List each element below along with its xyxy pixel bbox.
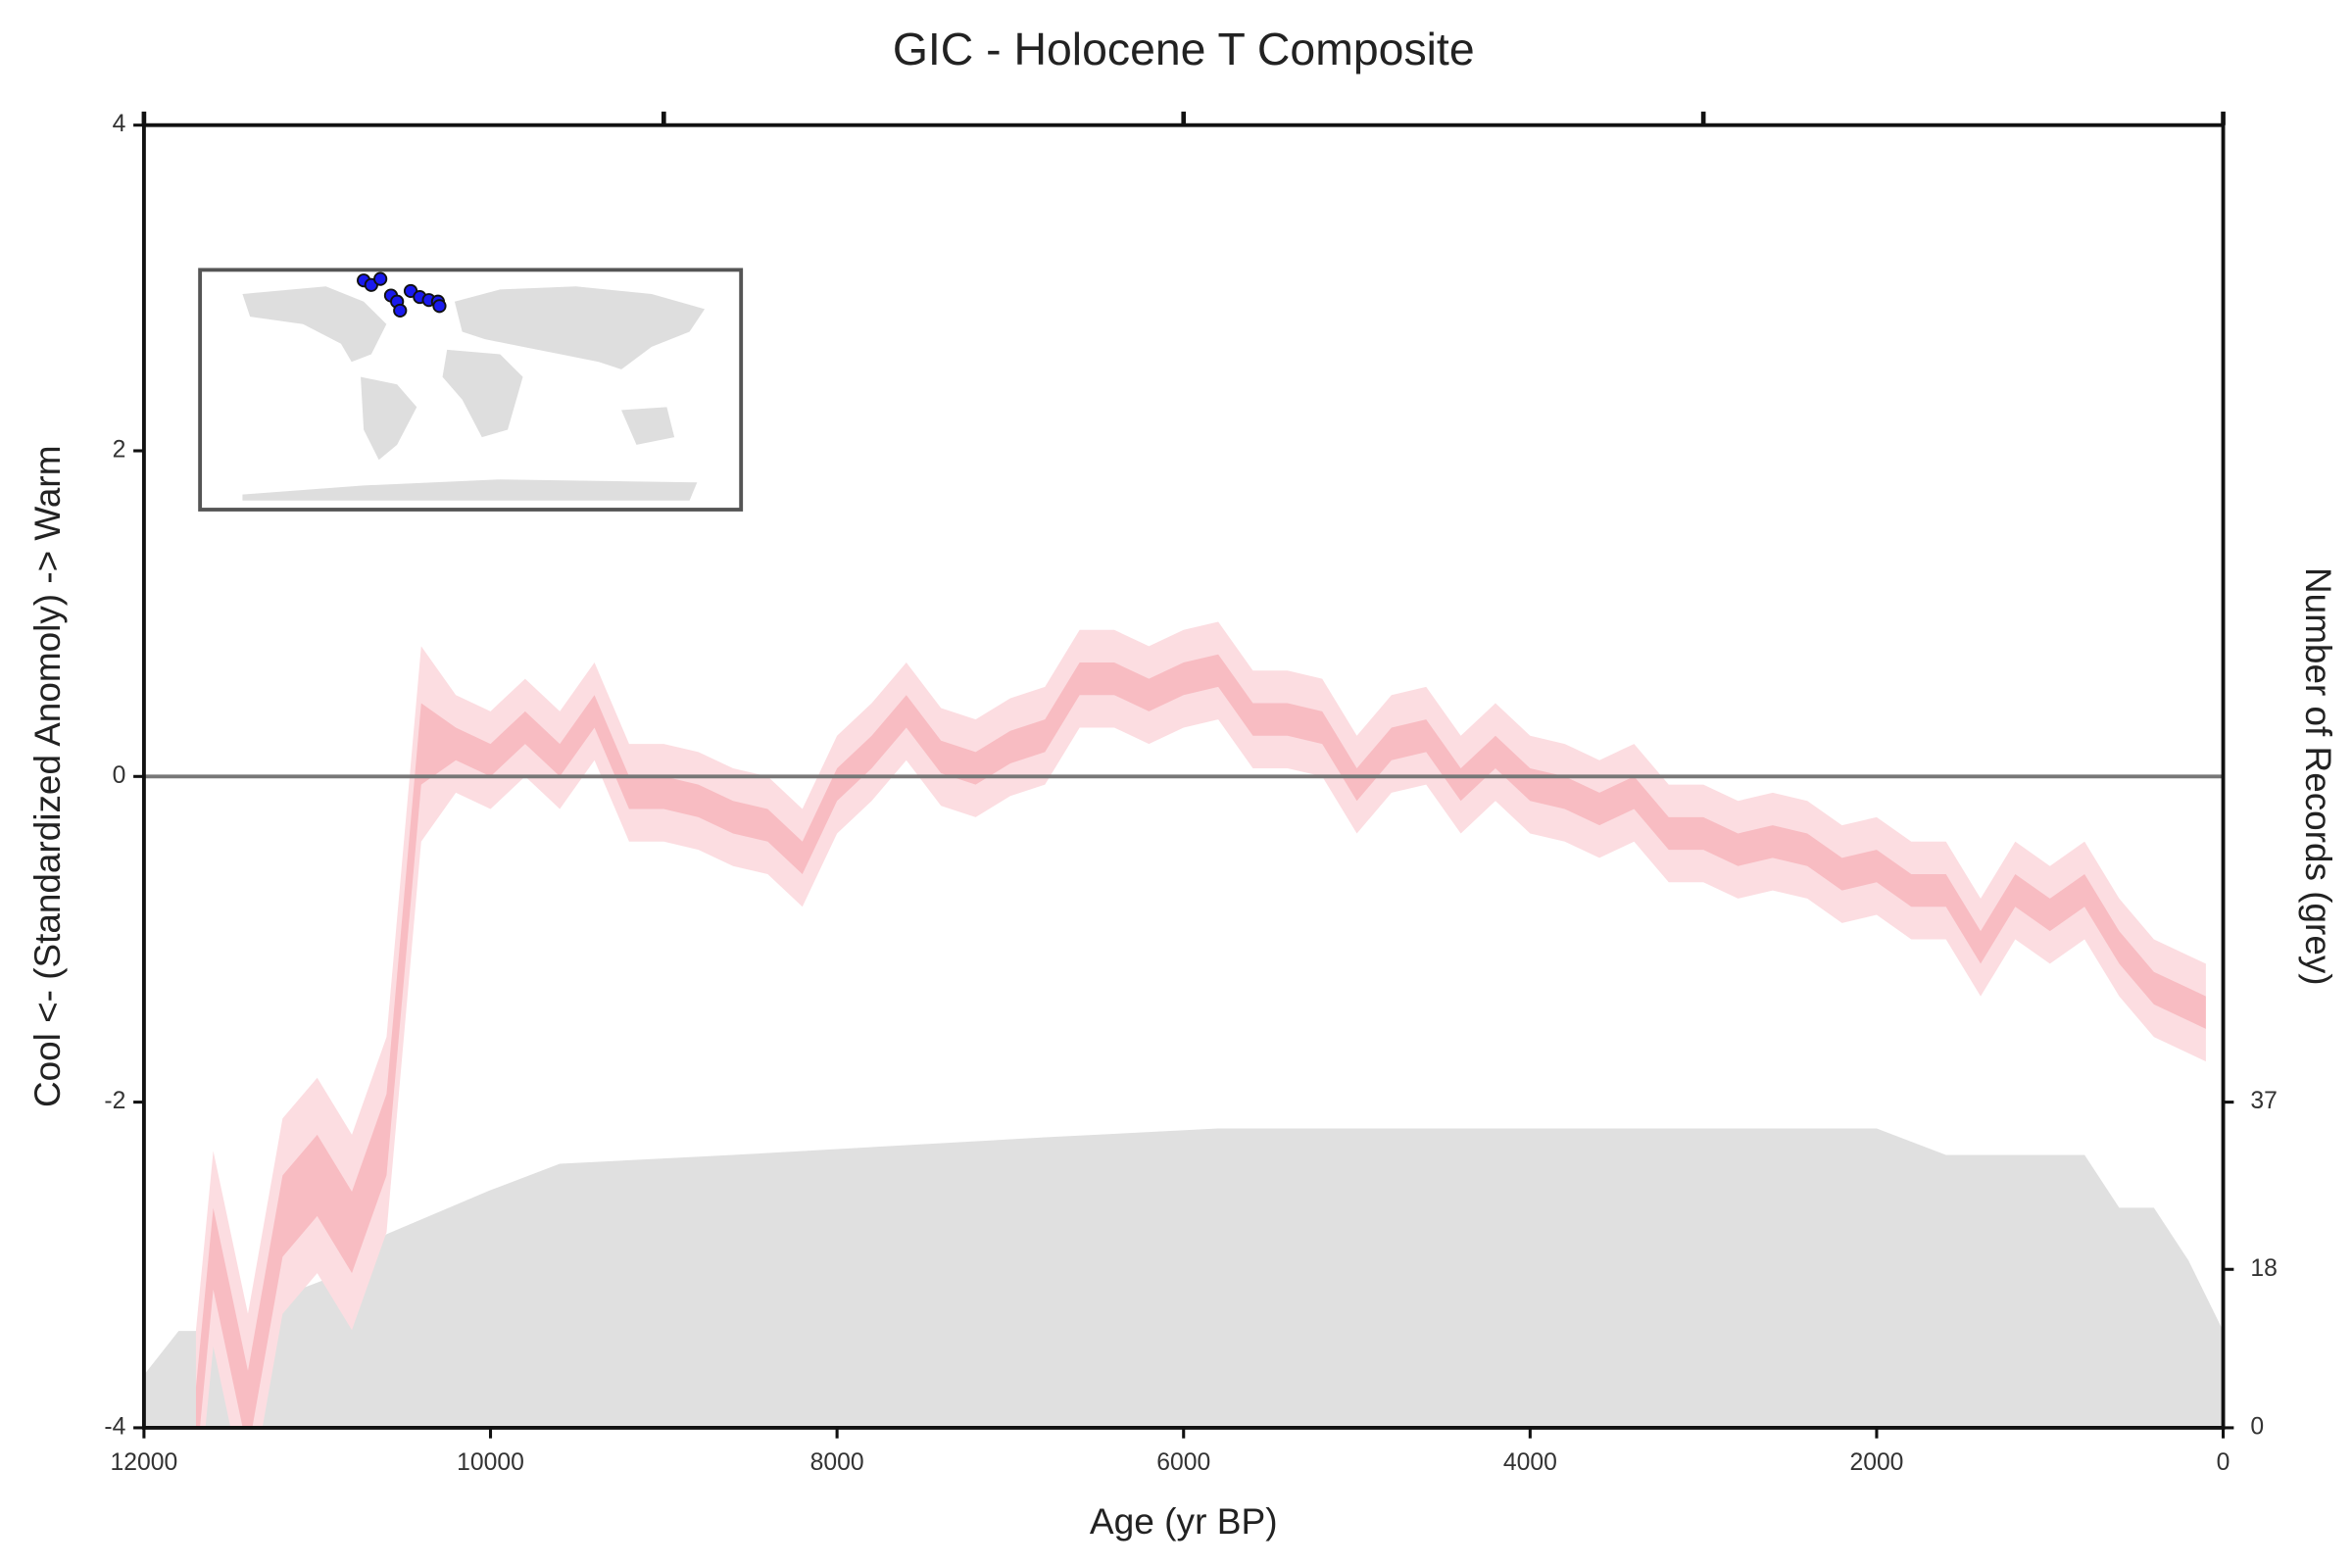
records-area [143, 1128, 2224, 1428]
x-tick-label: 8000 [810, 1449, 864, 1476]
x-tick-label: 10000 [457, 1449, 524, 1476]
y-tick-label: -2 [104, 1088, 125, 1114]
map-sites [357, 271, 447, 318]
plot-area [143, 621, 2224, 1428]
x-tick-label: 0 [2217, 1449, 2230, 1476]
x-tick-label: 2000 [1849, 1449, 1903, 1476]
y2-tick-label: 18 [2250, 1255, 2278, 1282]
y-tick-label: 2 [113, 437, 126, 464]
x-tick-label: 6000 [1156, 1449, 1210, 1476]
x-axis-label: Age (yr BP) [1090, 1500, 1278, 1542]
y-tick-label: -4 [104, 1413, 125, 1440]
x-tick-label: 12000 [111, 1449, 178, 1476]
y-tick-label: 0 [113, 762, 126, 789]
map-inset [198, 268, 744, 512]
y-axis-label: Cool <- (Standardized Anomoly) -> Warm [26, 446, 68, 1107]
map-land [242, 286, 706, 501]
x-tick-label: 4000 [1503, 1449, 1557, 1476]
uncertainty-band [195, 654, 2206, 1428]
chart-title: GIC - Holocene T Composite [893, 24, 1475, 74]
y2-axis-label: Number of Records (grey) [2298, 567, 2339, 986]
y2-tick-label: 0 [2250, 1413, 2264, 1440]
y2-tick-label: 37 [2250, 1088, 2278, 1114]
y-tick-label: 4 [113, 111, 126, 137]
